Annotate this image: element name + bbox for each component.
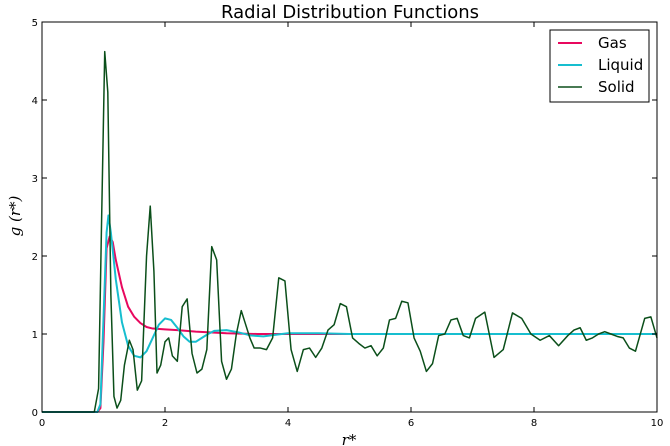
legend-label-liquid: Liquid	[598, 56, 643, 74]
legend: Gas Liquid Solid	[549, 29, 650, 103]
x-tick-label: 0	[39, 418, 45, 429]
x-tick-label: 8	[531, 418, 537, 429]
chart-title: Radial Distribution Functions	[221, 2, 479, 23]
y-tick-label: 5	[32, 18, 38, 29]
x-tick-label: 6	[408, 418, 414, 429]
legend-label-solid: Solid	[598, 78, 635, 96]
series-line-solid	[42, 50, 658, 413]
x-axis-label: r*	[342, 431, 357, 446]
plot-frame	[41, 21, 658, 413]
y-tick-label: 0	[32, 408, 38, 419]
y-tick-label: 4	[32, 96, 38, 107]
x-tick-label: 4	[285, 418, 291, 429]
y-tick-label: 3	[32, 174, 38, 185]
x-tick-label: 2	[162, 418, 168, 429]
y-tick-label: 1	[32, 330, 38, 341]
x-tick-label: 10	[651, 418, 664, 429]
y-axis-label: g (r*)	[6, 195, 24, 236]
y-tick-label: 2	[32, 252, 38, 263]
plot-area	[42, 50, 658, 413]
x-axis-ticks: 0 2 4 6 8 10	[39, 22, 664, 429]
legend-label-gas: Gas	[598, 34, 627, 52]
series-line-liquid	[42, 214, 657, 413]
